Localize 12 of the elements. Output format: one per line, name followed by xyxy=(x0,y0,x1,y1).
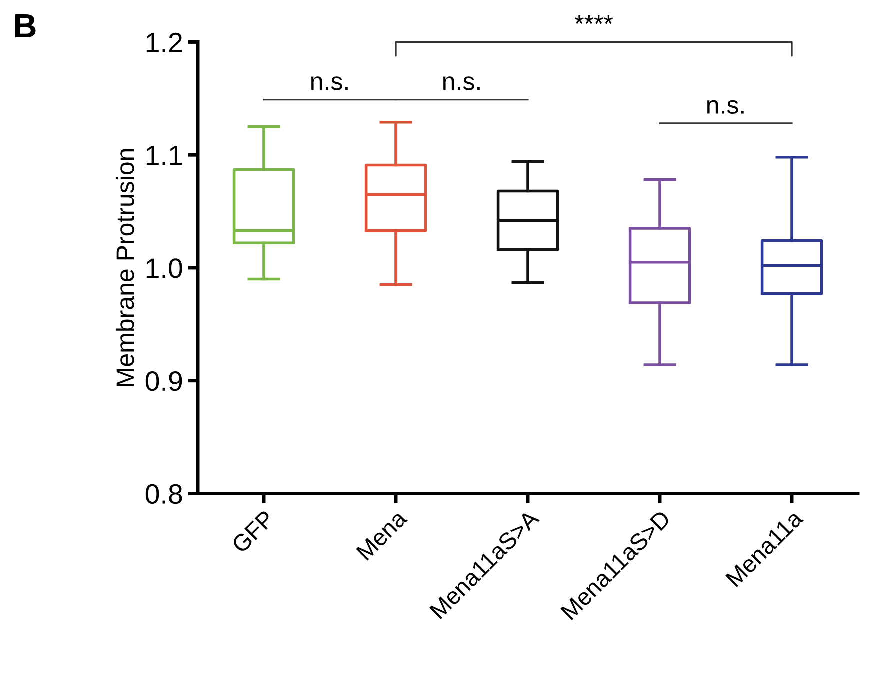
y-tick-label: 1.1 xyxy=(146,146,182,166)
text: B xyxy=(15,14,36,38)
text: **** xyxy=(574,15,614,24)
annotation: n.s. xyxy=(708,100,744,114)
x-tick-label: GFP xyxy=(230,510,276,554)
annotation: n.s. xyxy=(444,76,480,90)
y-tick-label: 1.2 xyxy=(146,32,182,52)
y-tick-label: 0.9 xyxy=(146,372,182,392)
y-tick-label: 1.0 xyxy=(146,258,182,278)
annotation: n.s. xyxy=(312,76,348,90)
y-tick-label: 0.8 xyxy=(146,484,182,504)
y-axis-title: Membrane Protrusion xyxy=(116,149,134,386)
